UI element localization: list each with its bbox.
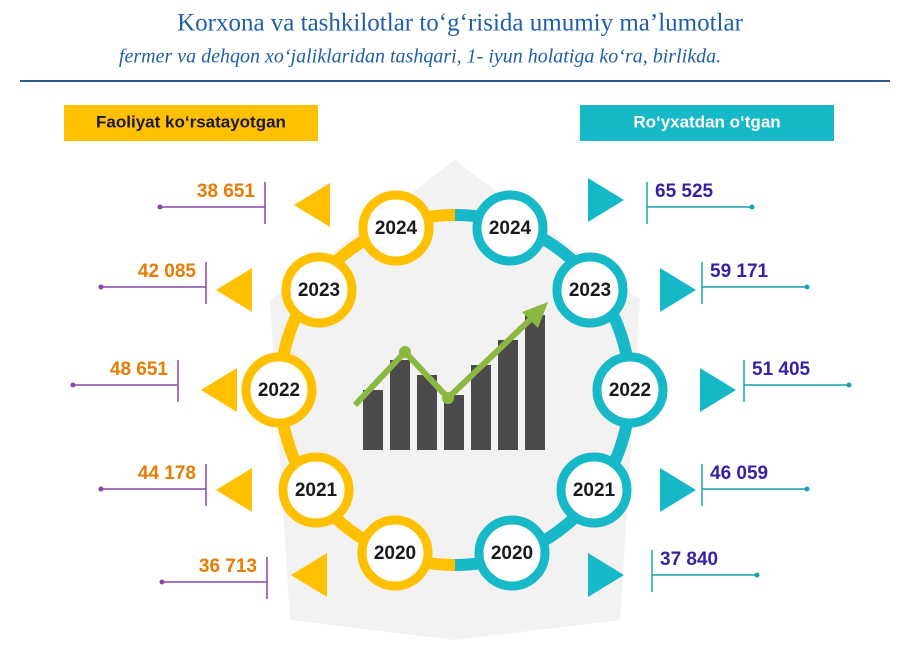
bar-icon <box>363 315 545 450</box>
value-label: 48 651 <box>110 359 169 380</box>
bracket-dot <box>804 486 810 492</box>
pointer-triangle <box>201 368 237 412</box>
trend-dot <box>442 392 454 404</box>
value-label: 44 178 <box>138 463 196 484</box>
left-label: Faoliyat ko‘rsatayotgan <box>96 112 286 131</box>
year-circle <box>556 452 632 528</box>
trend-dot <box>399 346 411 358</box>
value-label: 46 059 <box>710 463 768 484</box>
year-label: 2020 <box>374 543 416 564</box>
bracket-dot <box>804 284 810 290</box>
year-label: 2024 <box>375 218 418 239</box>
pointer-triangle <box>216 468 252 512</box>
right-label: Ro‘yxatdan o‘tgan <box>633 112 780 131</box>
year-circle <box>552 252 628 328</box>
bracket-dot <box>70 382 76 388</box>
title: Korxona va tashkilotlar to‘g‘risida umum… <box>177 10 744 37</box>
pointer-triangle <box>216 268 252 312</box>
bracket-dot <box>749 204 755 210</box>
year-circle <box>281 252 357 328</box>
year-circle <box>241 352 317 428</box>
value-label: 36 713 <box>199 556 257 577</box>
arrow-head <box>522 302 548 328</box>
year-label: 2022 <box>258 380 300 401</box>
value-label: 38 651 <box>197 181 256 202</box>
year-label: 2021 <box>573 480 616 501</box>
year-circle <box>474 515 550 591</box>
pointer-triangle <box>660 268 696 312</box>
bracket-dot <box>98 486 104 492</box>
bracket-dot <box>846 382 852 388</box>
left-label-box <box>64 105 318 141</box>
year-circle <box>592 352 668 428</box>
year-circle <box>278 452 354 528</box>
pointer-triangle <box>700 368 736 412</box>
pointer-triangle <box>291 553 327 597</box>
value-label: 42 085 <box>138 261 197 282</box>
trend-arrow <box>352 312 538 408</box>
year-circle <box>472 190 548 266</box>
pointer-triangle <box>588 178 624 222</box>
bracket-dot <box>98 284 104 290</box>
value-label: 65 525 <box>655 181 714 202</box>
pointer-triangle <box>588 553 624 597</box>
pointer-triangle <box>294 183 330 227</box>
value-label: 51 405 <box>752 359 811 380</box>
year-label: 2021 <box>295 480 338 501</box>
value-label: 37 840 <box>660 549 718 570</box>
bracket-dot <box>754 572 760 578</box>
year-label: 2023 <box>298 280 340 301</box>
value-label: 59 171 <box>710 261 769 282</box>
bracket-dot <box>159 579 165 585</box>
year-label: 2020 <box>491 543 533 564</box>
year-label: 2024 <box>489 218 532 239</box>
bracket-dot <box>157 204 163 210</box>
subtitle: fermer va dehqon xo‘jaliklaridan tashqar… <box>119 46 721 68</box>
pointer-triangle <box>660 468 696 512</box>
year-circle <box>358 190 434 266</box>
year-label: 2022 <box>609 380 651 401</box>
year-circle <box>357 515 433 591</box>
year-label: 2023 <box>569 280 611 301</box>
right-label-box <box>580 105 834 141</box>
